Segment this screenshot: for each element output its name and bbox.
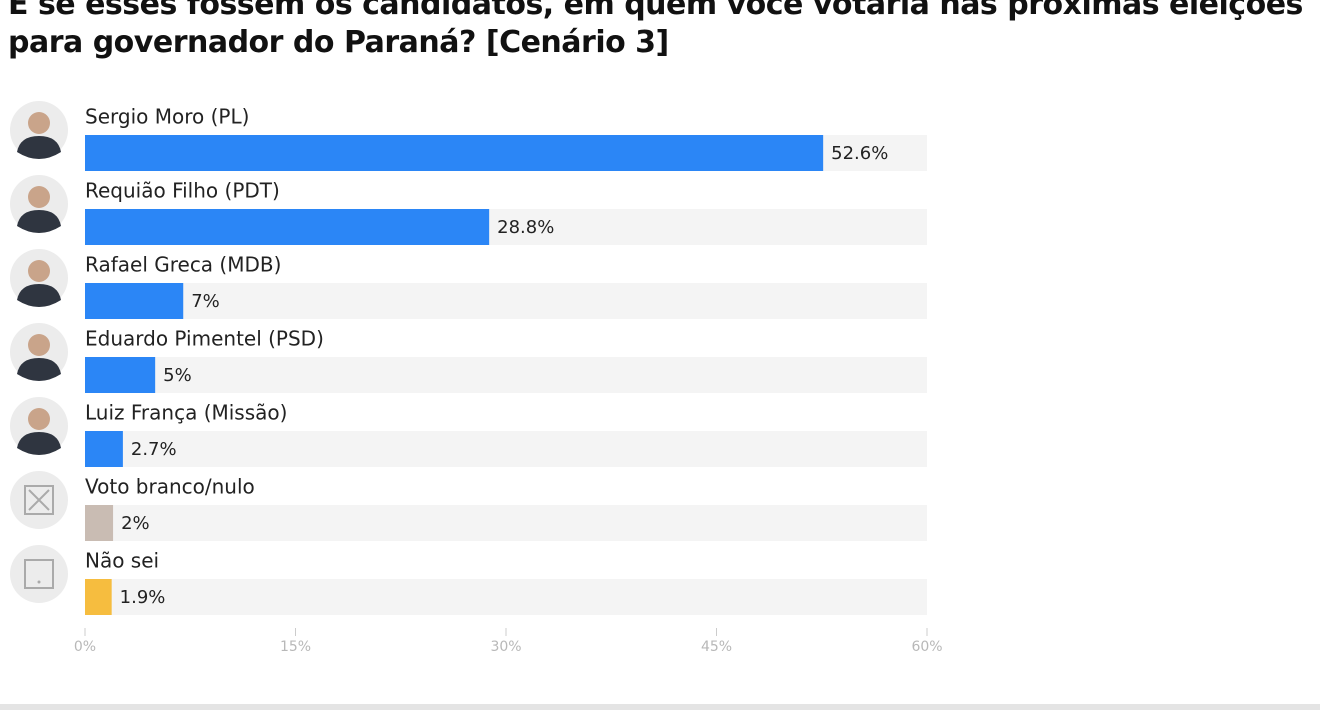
category-label: Luiz França (Missão): [85, 401, 287, 425]
bar: [85, 579, 112, 615]
avatar-body: [17, 432, 61, 455]
avatar-circle: [10, 545, 68, 603]
bar: [85, 209, 490, 245]
icon-box: [24, 485, 54, 515]
category-label: Requião Filho (PDT): [85, 179, 280, 203]
avatar: [10, 175, 68, 233]
bar: [85, 283, 184, 319]
value-label: 28.8%: [497, 217, 554, 238]
avatar: [10, 323, 68, 381]
value-label: 52.6%: [831, 143, 888, 164]
bar-track: [85, 431, 927, 467]
value-label: 5%: [163, 365, 192, 386]
bar: [85, 505, 114, 541]
x-tick-label: 60%: [911, 639, 942, 655]
avatar-body: [17, 284, 61, 307]
bar: [85, 357, 156, 393]
x-tick-label: 30%: [490, 639, 521, 655]
bar-track: [85, 579, 927, 615]
bar: [85, 135, 824, 171]
avatar-head: [28, 334, 50, 356]
x-tick-label: 0%: [74, 639, 96, 655]
value-label: 2%: [121, 513, 150, 534]
x-tick-label: 45%: [701, 639, 732, 655]
avatar-head: [28, 260, 50, 282]
chart-title: E se esses fossem os candidatos, em quem…: [8, 0, 1303, 60]
category-label: Rafael Greca (MDB): [85, 253, 281, 277]
avatar-body: [17, 210, 61, 233]
avatar-head: [28, 186, 50, 208]
bottom-bar: [0, 704, 1320, 710]
avatar: [10, 397, 68, 455]
category-label: Eduardo Pimentel (PSD): [85, 327, 324, 351]
value-label: 1.9%: [120, 587, 166, 608]
bar-track: [85, 505, 927, 541]
icon-x: [28, 489, 50, 511]
x-tick-label: 15%: [280, 639, 311, 655]
avatar-head: [28, 408, 50, 430]
icon-dot: [37, 580, 41, 584]
avatar-head: [28, 112, 50, 134]
avatar: [10, 249, 68, 307]
value-label: 7%: [191, 291, 220, 312]
bar: [85, 431, 123, 467]
avatar: [10, 545, 68, 603]
avatar: [10, 101, 68, 159]
bar-track: [85, 357, 927, 393]
icon-box: [24, 559, 54, 589]
category-label: Não sei: [85, 549, 159, 573]
value-label: 2.7%: [131, 439, 177, 460]
category-label: Sergio Moro (PL): [85, 105, 249, 129]
avatar: [10, 471, 68, 529]
avatar-body: [17, 136, 61, 159]
category-label: Voto branco/nulo: [85, 475, 255, 499]
bar-track: [85, 283, 927, 319]
avatar-body: [17, 358, 61, 381]
